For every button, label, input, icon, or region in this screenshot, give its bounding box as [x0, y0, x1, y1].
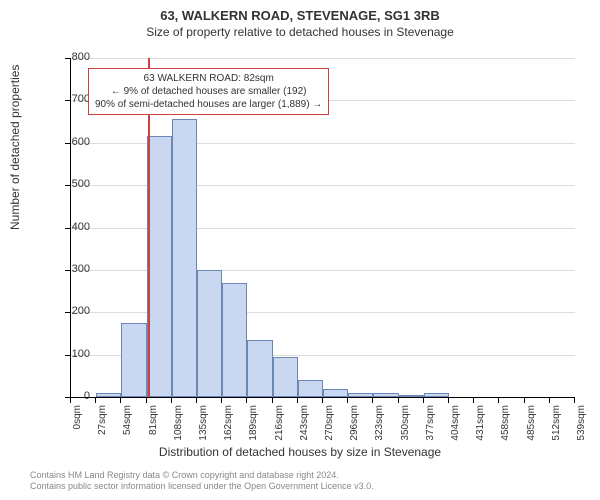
y-tick-mark [65, 58, 70, 59]
histogram-bar [273, 357, 298, 397]
x-tick-label: 539sqm [576, 405, 587, 445]
y-tick-label: 0 [40, 390, 90, 402]
x-tick-mark [297, 398, 298, 403]
x-tick-mark [524, 398, 525, 403]
x-tick-mark [473, 398, 474, 403]
x-tick-mark [498, 398, 499, 403]
x-tick-label: 162sqm [223, 405, 234, 445]
x-tick-mark [221, 398, 222, 403]
x-tick-label: 270sqm [324, 405, 335, 445]
y-tick-mark [65, 185, 70, 186]
histogram-bar [424, 393, 449, 397]
x-tick-mark [171, 398, 172, 403]
x-tick-label: 216sqm [274, 405, 285, 445]
x-tick-mark [372, 398, 373, 403]
x-tick-mark [246, 398, 247, 403]
x-tick-mark [574, 398, 575, 403]
x-tick-label: 243sqm [299, 405, 310, 445]
histogram-bar [147, 136, 172, 397]
x-tick-label: 296sqm [349, 405, 360, 445]
annotation-line1: 63 WALKERN ROAD: 82sqm [144, 73, 274, 84]
x-tick-label: 0sqm [72, 405, 83, 445]
page-title: 63, WALKERN ROAD, STEVENAGE, SG1 3RB [0, 8, 600, 23]
x-tick-label: 189sqm [248, 405, 259, 445]
x-tick-label: 81sqm [148, 405, 159, 445]
y-tick-mark [65, 228, 70, 229]
x-tick-mark [272, 398, 273, 403]
x-tick-label: 54sqm [122, 405, 133, 445]
y-tick-mark [65, 270, 70, 271]
y-tick-label: 100 [40, 348, 90, 360]
y-tick-label: 200 [40, 305, 90, 317]
histogram-bar [247, 340, 272, 397]
attribution-line2: Contains public sector information licen… [30, 481, 374, 491]
y-tick-label: 500 [40, 178, 90, 190]
x-tick-label: 108sqm [173, 405, 184, 445]
annotation-line2: ← 9% of detached houses are smaller (192… [111, 86, 307, 97]
x-tick-label: 512sqm [551, 405, 562, 445]
histogram-bar [197, 270, 222, 397]
x-tick-label: 323sqm [374, 405, 385, 445]
y-tick-label: 400 [40, 221, 90, 233]
annotation-line3: 90% of semi-detached houses are larger (… [95, 99, 322, 110]
x-tick-mark [146, 398, 147, 403]
y-tick-label: 300 [40, 263, 90, 275]
histogram-bar [222, 283, 247, 397]
x-tick-mark [448, 398, 449, 403]
histogram-bar [96, 393, 121, 397]
x-tick-mark [70, 398, 71, 403]
x-tick-mark [196, 398, 197, 403]
y-tick-mark [65, 355, 70, 356]
x-tick-label: 350sqm [400, 405, 411, 445]
histogram-bar [399, 395, 424, 397]
y-tick-label: 800 [40, 51, 90, 63]
y-tick-label: 600 [40, 136, 90, 148]
x-tick-mark [120, 398, 121, 403]
y-tick-mark [65, 100, 70, 101]
x-tick-label: 27sqm [97, 405, 108, 445]
histogram-bar [373, 393, 398, 397]
histogram-bar [298, 380, 323, 397]
x-tick-label: 135sqm [198, 405, 209, 445]
x-axis-label: Distribution of detached houses by size … [0, 445, 600, 459]
y-tick-mark [65, 143, 70, 144]
attribution-line1: Contains HM Land Registry data © Crown c… [30, 470, 339, 480]
x-tick-mark [423, 398, 424, 403]
y-axis-label: Number of detached properties [8, 65, 22, 230]
x-tick-mark [549, 398, 550, 403]
histogram-bar [348, 393, 373, 397]
annotation-box: 63 WALKERN ROAD: 82sqm ← 9% of detached h… [88, 68, 329, 115]
histogram-bar [121, 323, 146, 397]
x-tick-mark [347, 398, 348, 403]
histogram-bar [323, 389, 348, 397]
y-tick-mark [65, 312, 70, 313]
attribution-text: Contains HM Land Registry data © Crown c… [30, 470, 374, 492]
page-subtitle: Size of property relative to detached ho… [0, 25, 600, 39]
x-tick-label: 431sqm [475, 405, 486, 445]
y-tick-label: 700 [40, 93, 90, 105]
x-tick-mark [322, 398, 323, 403]
x-tick-mark [95, 398, 96, 403]
x-tick-mark [398, 398, 399, 403]
x-tick-label: 377sqm [425, 405, 436, 445]
x-tick-label: 458sqm [500, 405, 511, 445]
x-tick-label: 404sqm [450, 405, 461, 445]
x-tick-label: 485sqm [526, 405, 537, 445]
histogram-bar [172, 119, 197, 397]
